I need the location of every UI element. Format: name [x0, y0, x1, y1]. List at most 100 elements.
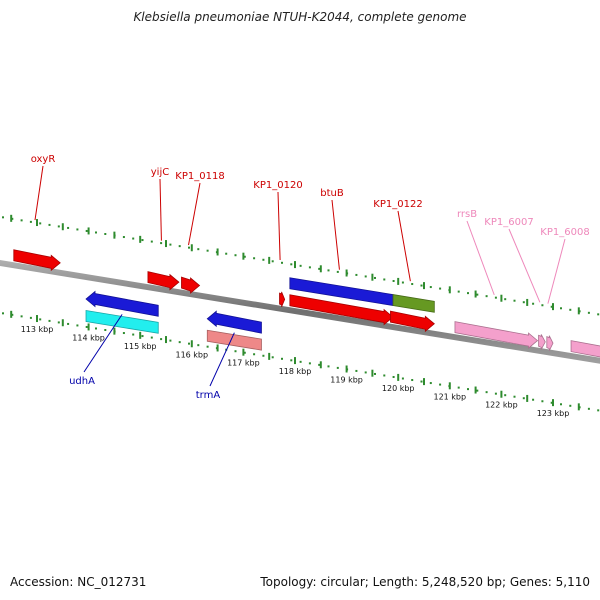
major-tick-lower: [165, 336, 167, 344]
major-tick-lower: [36, 315, 38, 323]
minor-tick-lower: [467, 388, 469, 391]
minor-tick-lower: [522, 397, 525, 400]
minor-tick-upper: [95, 231, 97, 234]
gene-feature-btuB-tail[interactable]: [392, 294, 435, 313]
minor-tick-upper: [262, 258, 265, 261]
minor-tick-lower: [85, 325, 88, 328]
minor-tick-upper: [374, 276, 376, 279]
minor-tick-upper: [48, 223, 51, 226]
minor-tick-lower: [374, 372, 376, 375]
gene-label-yijC: yijC: [151, 167, 169, 178]
gene-feature-KP1_6007[interactable]: [538, 334, 546, 350]
minor-tick-upper: [532, 302, 535, 305]
major-tick-upper: [139, 235, 142, 243]
gene-label-leader: [331, 199, 340, 270]
gene-label-leader: [397, 210, 411, 282]
major-tick-upper: [423, 282, 425, 290]
minor-tick-lower: [2, 312, 4, 315]
major-tick-lower: [423, 378, 425, 386]
minor-tick-lower: [485, 391, 488, 394]
minor-tick-upper: [327, 269, 330, 272]
major-tick-lower: [268, 352, 271, 360]
minor-tick-lower: [76, 324, 79, 327]
major-tick-upper: [319, 265, 322, 273]
minor-tick-upper: [85, 229, 88, 232]
minor-tick-lower: [327, 365, 330, 368]
gene-feature-KP1_6008[interactable]: [546, 335, 554, 351]
minor-tick-upper: [355, 273, 358, 276]
gene-feature-KP1_0118[interactable]: [181, 276, 201, 294]
gene-feature-oxyR[interactable]: [13, 249, 61, 272]
gene-feature-udhA[interactable]: [85, 290, 159, 317]
scale-tick-label: 113 kbp: [21, 325, 54, 334]
minor-tick-upper: [392, 279, 395, 282]
minor-tick-lower: [178, 341, 181, 344]
scale-tick-label: 118 kbp: [279, 367, 312, 376]
minor-tick-upper: [336, 270, 339, 273]
major-tick-upper: [397, 277, 400, 285]
major-tick-upper: [87, 227, 90, 235]
gene-label-leader: [34, 165, 44, 221]
minor-tick-upper: [467, 292, 469, 295]
minor-tick-upper: [383, 278, 386, 281]
major-tick-upper: [474, 290, 477, 298]
gene-label-KP1_0118: KP1_0118: [175, 171, 224, 182]
gene-feature-rrsB[interactable]: [454, 321, 539, 349]
gene-feature-btuB[interactable]: [289, 294, 394, 326]
scale-tick-label: 114 kbp: [72, 333, 105, 342]
major-tick-upper: [268, 256, 271, 264]
minor-tick-lower: [587, 407, 590, 410]
gene-feature-KP1_0120[interactable]: [279, 291, 286, 308]
major-tick-upper: [552, 303, 554, 311]
minor-tick-upper: [104, 233, 107, 236]
minor-tick-upper: [253, 257, 256, 260]
major-tick-lower: [474, 386, 477, 394]
minor-tick-lower: [253, 353, 256, 356]
scale-tick-label: 119 kbp: [330, 375, 363, 384]
gene-feature-rrl[interactable]: [570, 340, 600, 366]
genome-title: Klebsiella pneumoniae NTUH-K2044, comple…: [133, 10, 467, 24]
minor-tick-lower: [169, 339, 172, 342]
minor-tick-upper: [420, 284, 423, 287]
major-tick-upper: [165, 240, 167, 248]
major-tick-lower: [319, 361, 322, 369]
minor-tick-lower: [262, 354, 265, 357]
gene-feature-trmA[interactable]: [206, 310, 262, 334]
scale-tick-label: 117 kbp: [227, 359, 260, 368]
minor-tick-upper: [39, 222, 42, 225]
minor-tick-upper: [439, 287, 442, 290]
minor-tick-upper: [169, 243, 172, 246]
minor-tick-lower: [336, 366, 339, 369]
gene-feature-udhA-cds[interactable]: [85, 310, 159, 334]
minor-tick-lower: [597, 409, 600, 412]
minor-tick-lower: [290, 359, 293, 362]
minor-tick-lower: [318, 363, 321, 366]
minor-tick-upper: [318, 267, 321, 270]
gene-feature-KP1_0122[interactable]: [390, 310, 435, 333]
minor-tick-upper: [160, 242, 163, 245]
minor-tick-lower: [439, 383, 442, 386]
gene-label-KP1_6007: KP1_6007: [484, 217, 533, 228]
major-tick-lower: [371, 369, 374, 377]
major-tick-lower: [10, 310, 13, 318]
minor-tick-lower: [429, 382, 432, 385]
scale-tick-label: 116 kbp: [175, 350, 208, 359]
gene-feature-trmA-cds[interactable]: [206, 329, 262, 351]
gene-label-leader: [508, 228, 541, 303]
gene-label-KP1_0120: KP1_0120: [253, 180, 302, 191]
minor-tick-lower: [513, 395, 516, 398]
major-tick-lower: [113, 327, 116, 335]
accession-text: Accession: NC_012731: [10, 575, 147, 589]
gene-feature-yijC[interactable]: [147, 271, 180, 291]
gene-label-KP1_6008: KP1_6008: [540, 227, 589, 238]
scale-tick-label: 122 kbp: [485, 401, 518, 410]
minor-tick-upper: [541, 304, 544, 307]
minor-tick-upper: [57, 225, 60, 228]
minor-tick-upper: [485, 295, 488, 298]
minor-tick-upper: [522, 301, 525, 304]
minor-tick-upper: [67, 226, 70, 229]
minor-tick-lower: [560, 403, 562, 406]
gene-label-leader: [188, 182, 201, 246]
minor-tick-upper: [188, 246, 190, 249]
minor-tick-lower: [550, 401, 553, 404]
